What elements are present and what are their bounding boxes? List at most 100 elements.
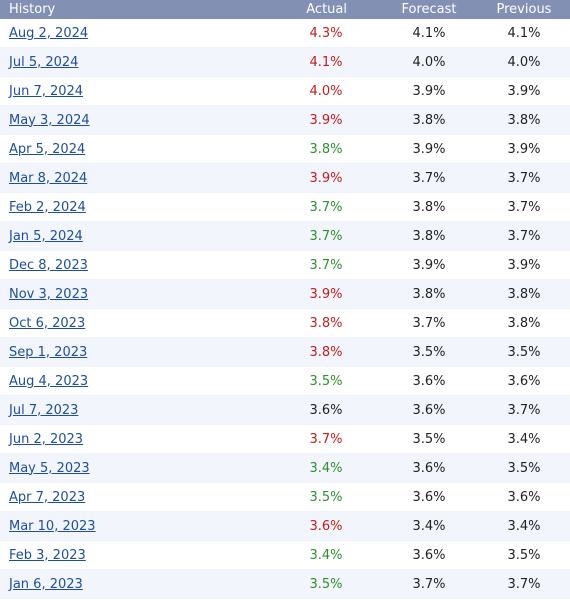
actual-value: 3.9% <box>309 112 343 128</box>
date-cell: Jun 2, 2023 <box>0 432 272 447</box>
table-row: Mar 8, 2024 3.9% 3.7% 3.7% <box>0 164 570 193</box>
actual-value: 3.7% <box>309 199 343 215</box>
date-cell: Jul 5, 2024 <box>0 55 272 70</box>
table-body: Aug 2, 2024 4.3% 4.1% 4.1% Jul 5, 2024 4.1% 4.… <box>0 19 570 599</box>
previous-value: 3.5% <box>507 547 541 563</box>
forecast-value: 3.8% <box>412 199 446 215</box>
actual-value: 3.4% <box>309 460 343 476</box>
table-row: Jun 2, 2023 3.7% 3.5% 3.4% <box>0 425 570 454</box>
table-row: Nov 3, 2023 3.9% 3.8% 3.8% <box>0 280 570 309</box>
forecast-value: 3.7% <box>412 576 446 592</box>
date-cell: Aug 2, 2024 <box>0 26 272 41</box>
table-row: May 5, 2023 3.4% 3.6% 3.5% <box>0 454 570 483</box>
previous-value: 3.9% <box>507 257 541 273</box>
actual-value: 3.4% <box>309 547 343 563</box>
actual-value: 3.9% <box>309 170 343 186</box>
forecast-value: 3.8% <box>412 286 446 302</box>
header-forecast: Forecast <box>401 2 457 17</box>
table-row: Sep 1, 2023 3.8% 3.5% 3.5% <box>0 338 570 367</box>
table-row: Jun 7, 2024 4.0% 3.9% 3.9% <box>0 77 570 106</box>
date-cell: Jan 5, 2024 <box>0 229 272 244</box>
table-row: May 3, 2024 3.9% 3.8% 3.8% <box>0 106 570 135</box>
release-date-link[interactable]: Nov 3, 2023 <box>9 286 89 302</box>
release-date-link[interactable]: Apr 5, 2024 <box>9 141 86 157</box>
release-date-link[interactable]: Aug 2, 2024 <box>9 25 89 41</box>
forecast-value: 3.9% <box>412 141 446 157</box>
table-row: Feb 2, 2024 3.7% 3.8% 3.7% <box>0 193 570 222</box>
forecast-value: 3.5% <box>412 344 446 360</box>
table-row: Aug 2, 2024 4.3% 4.1% 4.1% <box>0 19 570 48</box>
date-cell: Jan 6, 2023 <box>0 577 272 592</box>
previous-value: 3.6% <box>507 489 541 505</box>
date-cell: Mar 8, 2024 <box>0 171 272 186</box>
table-row: Oct 6, 2023 3.8% 3.7% 3.8% <box>0 309 570 338</box>
table-row: Dec 8, 2023 3.7% 3.9% 3.9% <box>0 251 570 280</box>
forecast-value: 3.6% <box>412 547 446 563</box>
previous-value: 3.8% <box>507 112 541 128</box>
date-cell: Nov 3, 2023 <box>0 287 272 302</box>
release-date-link[interactable]: Sep 1, 2023 <box>9 344 88 360</box>
date-cell: May 5, 2023 <box>0 461 272 476</box>
previous-value: 3.7% <box>507 199 541 215</box>
table-row: Feb 3, 2023 3.4% 3.6% 3.5% <box>0 541 570 570</box>
forecast-value: 3.9% <box>412 257 446 273</box>
forecast-value: 3.5% <box>412 431 446 447</box>
header-history: History <box>9 2 56 17</box>
previous-value: 3.5% <box>507 460 541 476</box>
release-date-link[interactable]: May 5, 2023 <box>9 460 90 476</box>
actual-value: 3.5% <box>309 489 343 505</box>
release-date-link[interactable]: Mar 10, 2023 <box>9 518 96 534</box>
actual-value: 3.7% <box>309 228 343 244</box>
forecast-value: 3.8% <box>412 112 446 128</box>
release-date-link[interactable]: Jan 6, 2023 <box>9 576 83 592</box>
previous-value: 3.4% <box>507 518 541 534</box>
date-cell: Feb 2, 2024 <box>0 200 272 215</box>
release-date-link[interactable]: Jan 5, 2024 <box>9 228 83 244</box>
release-date-link[interactable]: Jun 2, 2023 <box>9 431 84 447</box>
date-cell: Jul 7, 2023 <box>0 403 272 418</box>
date-cell: Aug 4, 2023 <box>0 374 272 389</box>
date-cell: Apr 5, 2024 <box>0 142 272 157</box>
forecast-value: 3.4% <box>412 518 446 534</box>
table-header: History Actual Forecast Previous <box>0 0 570 19</box>
previous-value: 3.7% <box>507 576 541 592</box>
forecast-value: 3.6% <box>412 373 446 389</box>
table-row: Jul 5, 2024 4.1% 4.0% 4.0% <box>0 48 570 77</box>
release-date-link[interactable]: Dec 8, 2023 <box>9 257 88 273</box>
release-date-link[interactable]: Mar 8, 2024 <box>9 170 88 186</box>
date-cell: Mar 10, 2023 <box>0 519 272 534</box>
actual-value: 3.7% <box>309 257 343 273</box>
actual-value: 3.6% <box>309 518 343 534</box>
forecast-value: 3.9% <box>412 83 446 99</box>
forecast-value: 3.6% <box>412 460 446 476</box>
header-actual: Actual <box>306 2 347 17</box>
actual-value: 4.0% <box>309 83 343 99</box>
forecast-value: 4.0% <box>412 54 446 70</box>
date-cell: Oct 6, 2023 <box>0 316 272 331</box>
table-row: Aug 4, 2023 3.5% 3.6% 3.6% <box>0 367 570 396</box>
actual-value: 3.5% <box>309 576 343 592</box>
actual-value: 3.6% <box>309 402 343 418</box>
header-previous: Previous <box>496 2 552 17</box>
actual-value: 4.1% <box>309 54 343 70</box>
date-cell: Jun 7, 2024 <box>0 84 272 99</box>
release-date-link[interactable]: Jul 7, 2023 <box>9 402 79 418</box>
table-row: Jan 6, 2023 3.5% 3.7% 3.7% <box>0 570 570 599</box>
release-date-link[interactable]: Apr 7, 2023 <box>9 489 86 505</box>
release-date-link[interactable]: Feb 2, 2024 <box>9 199 86 215</box>
previous-value: 4.1% <box>507 25 541 41</box>
actual-value: 3.7% <box>309 431 343 447</box>
release-date-link[interactable]: Oct 6, 2023 <box>9 315 86 331</box>
table-row: Apr 7, 2023 3.5% 3.6% 3.6% <box>0 483 570 512</box>
forecast-value: 3.6% <box>412 402 446 418</box>
date-cell: Sep 1, 2023 <box>0 345 272 360</box>
previous-value: 3.4% <box>507 431 541 447</box>
release-date-link[interactable]: Jun 7, 2024 <box>9 83 84 99</box>
release-date-link[interactable]: Aug 4, 2023 <box>9 373 89 389</box>
release-date-link[interactable]: Feb 3, 2023 <box>9 547 86 563</box>
table-row: Apr 5, 2024 3.8% 3.9% 3.9% <box>0 135 570 164</box>
release-date-link[interactable]: May 3, 2024 <box>9 112 90 128</box>
release-date-link[interactable]: Jul 5, 2024 <box>9 54 79 70</box>
actual-value: 3.8% <box>309 141 343 157</box>
